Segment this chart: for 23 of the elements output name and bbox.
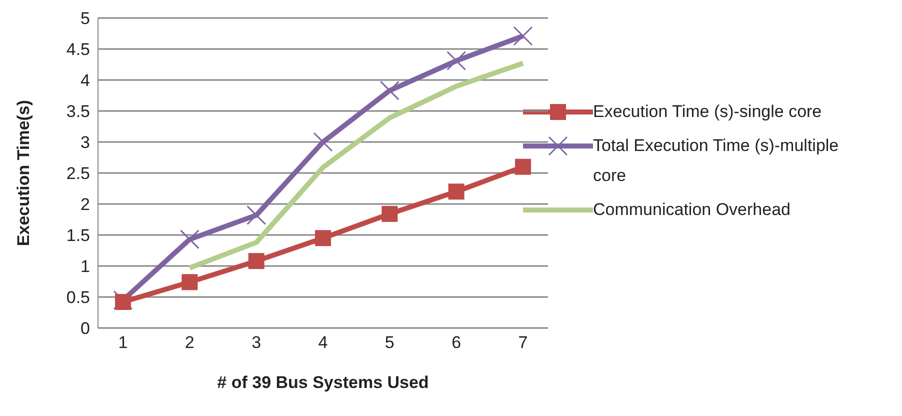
y-tick-label: 4.5 <box>66 40 90 60</box>
y-tick-label: 0.5 <box>66 288 90 308</box>
x-tick-label: 4 <box>318 333 328 352</box>
x-tick-label: 5 <box>384 333 394 352</box>
y-tick-label: 0 <box>80 319 90 338</box>
legend-label: Communication Overhead <box>593 199 790 221</box>
y-axis-title: Execution Time(s) <box>14 100 34 246</box>
legend-label: Execution Time (s)-single core <box>593 101 822 123</box>
y-tick-label: 2 <box>80 195 90 214</box>
y-tick-label: 4 <box>80 71 90 90</box>
x-tick-label: 3 <box>252 333 262 352</box>
x-tick-label: 1 <box>118 333 128 352</box>
x-tick-label: 6 <box>452 333 462 352</box>
y-tick-label: 1.5 <box>66 226 90 246</box>
x-axis-title: # of 39 Bus Systems Used <box>217 373 429 392</box>
y-tick-label: 2.5 <box>66 164 90 184</box>
x-tick-label: 2 <box>184 333 194 352</box>
y-tick-label: 3 <box>80 133 90 152</box>
legend-label: Total Execution Time (s)-multiple core <box>593 135 840 187</box>
y-tick-label: 3.5 <box>66 102 90 122</box>
y-tick-label: 5 <box>80 9 90 28</box>
x-tick-label: 7 <box>518 333 528 352</box>
y-tick-label: 1 <box>80 257 90 276</box>
